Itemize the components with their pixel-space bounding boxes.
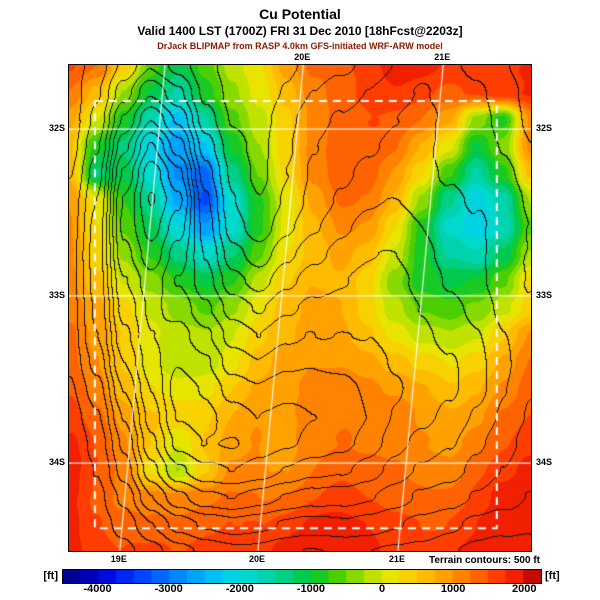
colorbar-canvas [62, 569, 542, 584]
lon-tick-bottom: 21E [388, 554, 405, 564]
map-frame [68, 64, 532, 552]
lat-tick-left: 33S [48, 289, 65, 300]
lat-tick-right: 32S [536, 123, 553, 134]
lon-tick-bottom: 20E [248, 554, 265, 564]
map-canvas [69, 65, 531, 551]
lon-tick-top: 21E [434, 52, 451, 62]
colorbar-tick-label: 0 [378, 583, 386, 595]
colorbar-tick-label: -4000 [83, 583, 112, 595]
colorbar-tick-label: 2000 [511, 583, 537, 595]
colorbar-tick-label: 1000 [440, 583, 466, 595]
model-credit-line: DrJack BLIPMAP from RASP 4.0km GFS-initi… [157, 41, 443, 51]
lat-tick-right: 34S [536, 457, 553, 468]
colorbar-tick-label: -3000 [154, 583, 183, 595]
lon-tick-bottom: 19E [110, 554, 127, 564]
colorbar-unit-right: [ft] [545, 570, 560, 582]
lon-tick-top: 20E [294, 52, 311, 62]
colorbar-tick-label: -2000 [225, 583, 254, 595]
chart-title: Cu Potential [259, 6, 341, 22]
lat-tick-right: 33S [536, 289, 553, 300]
lat-tick-left: 32S [48, 123, 65, 134]
valid-time-line: Valid 1400 LST (1700Z) FRI 31 Dec 2010 [… [137, 24, 463, 38]
colorbar-tick-label: -1000 [296, 583, 325, 595]
colorbar-unit-left: [ft] [43, 570, 58, 582]
lat-tick-left: 34S [48, 457, 65, 468]
terrain-contours-note: Terrain contours: 500 ft [429, 555, 540, 566]
